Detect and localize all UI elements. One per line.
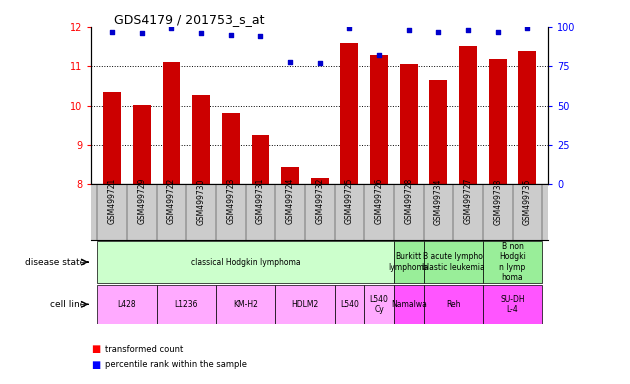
Bar xyxy=(275,285,335,324)
Bar xyxy=(133,105,151,184)
Bar xyxy=(483,285,542,324)
Bar xyxy=(157,285,216,324)
Point xyxy=(374,52,384,58)
Bar xyxy=(430,80,447,184)
Text: L540
Cy: L540 Cy xyxy=(370,295,389,314)
Bar xyxy=(394,285,423,324)
Bar xyxy=(400,64,418,184)
Bar xyxy=(489,59,507,184)
Point xyxy=(433,28,444,35)
Bar xyxy=(364,285,394,324)
Text: L540: L540 xyxy=(340,300,359,309)
Bar xyxy=(335,285,364,324)
Bar xyxy=(459,46,477,184)
Text: cell line: cell line xyxy=(50,300,85,309)
Bar xyxy=(518,51,536,184)
Bar xyxy=(483,241,542,283)
Bar xyxy=(281,167,299,184)
Point xyxy=(196,30,206,36)
Bar xyxy=(423,241,483,283)
Point xyxy=(404,27,414,33)
Text: B non
Hodgki
n lymp
homa: B non Hodgki n lymp homa xyxy=(499,242,526,282)
Point xyxy=(345,25,355,31)
Text: L1236: L1236 xyxy=(175,300,198,309)
Bar xyxy=(311,179,329,184)
Bar xyxy=(103,92,121,184)
Point xyxy=(137,30,147,36)
Text: ■: ■ xyxy=(91,344,101,354)
Point xyxy=(522,25,532,31)
Bar xyxy=(251,135,269,184)
Bar xyxy=(423,285,483,324)
Point xyxy=(166,25,176,31)
Text: disease state: disease state xyxy=(25,258,85,266)
Text: classical Hodgkin lymphoma: classical Hodgkin lymphoma xyxy=(191,258,301,266)
Point xyxy=(107,28,117,35)
Point xyxy=(226,31,236,38)
Text: Namalwa: Namalwa xyxy=(391,300,427,309)
Point xyxy=(255,33,265,40)
Bar xyxy=(216,285,275,324)
Point xyxy=(463,27,473,33)
Point xyxy=(285,58,295,65)
Bar xyxy=(394,241,423,283)
Bar xyxy=(370,55,388,184)
Bar xyxy=(97,285,157,324)
Text: Burkitt
lymphoma: Burkitt lymphoma xyxy=(388,252,429,272)
Text: GDS4179 / 201753_s_at: GDS4179 / 201753_s_at xyxy=(114,13,265,26)
Point xyxy=(493,28,503,35)
Text: Reh: Reh xyxy=(446,300,461,309)
Text: transformed count: transformed count xyxy=(105,345,183,354)
Bar xyxy=(163,62,180,184)
Text: SU-DH
L-4: SU-DH L-4 xyxy=(500,295,525,314)
Bar xyxy=(97,241,394,283)
Text: KM-H2: KM-H2 xyxy=(233,300,258,309)
Bar xyxy=(192,94,210,184)
Text: B acute lympho
blastic leukemia: B acute lympho blastic leukemia xyxy=(422,252,484,272)
Text: percentile rank within the sample: percentile rank within the sample xyxy=(105,360,247,369)
Text: ■: ■ xyxy=(91,360,101,370)
Point xyxy=(315,60,325,66)
Bar xyxy=(222,113,239,184)
Text: HDLM2: HDLM2 xyxy=(291,300,319,309)
Bar xyxy=(340,43,358,184)
Text: L428: L428 xyxy=(118,300,136,309)
